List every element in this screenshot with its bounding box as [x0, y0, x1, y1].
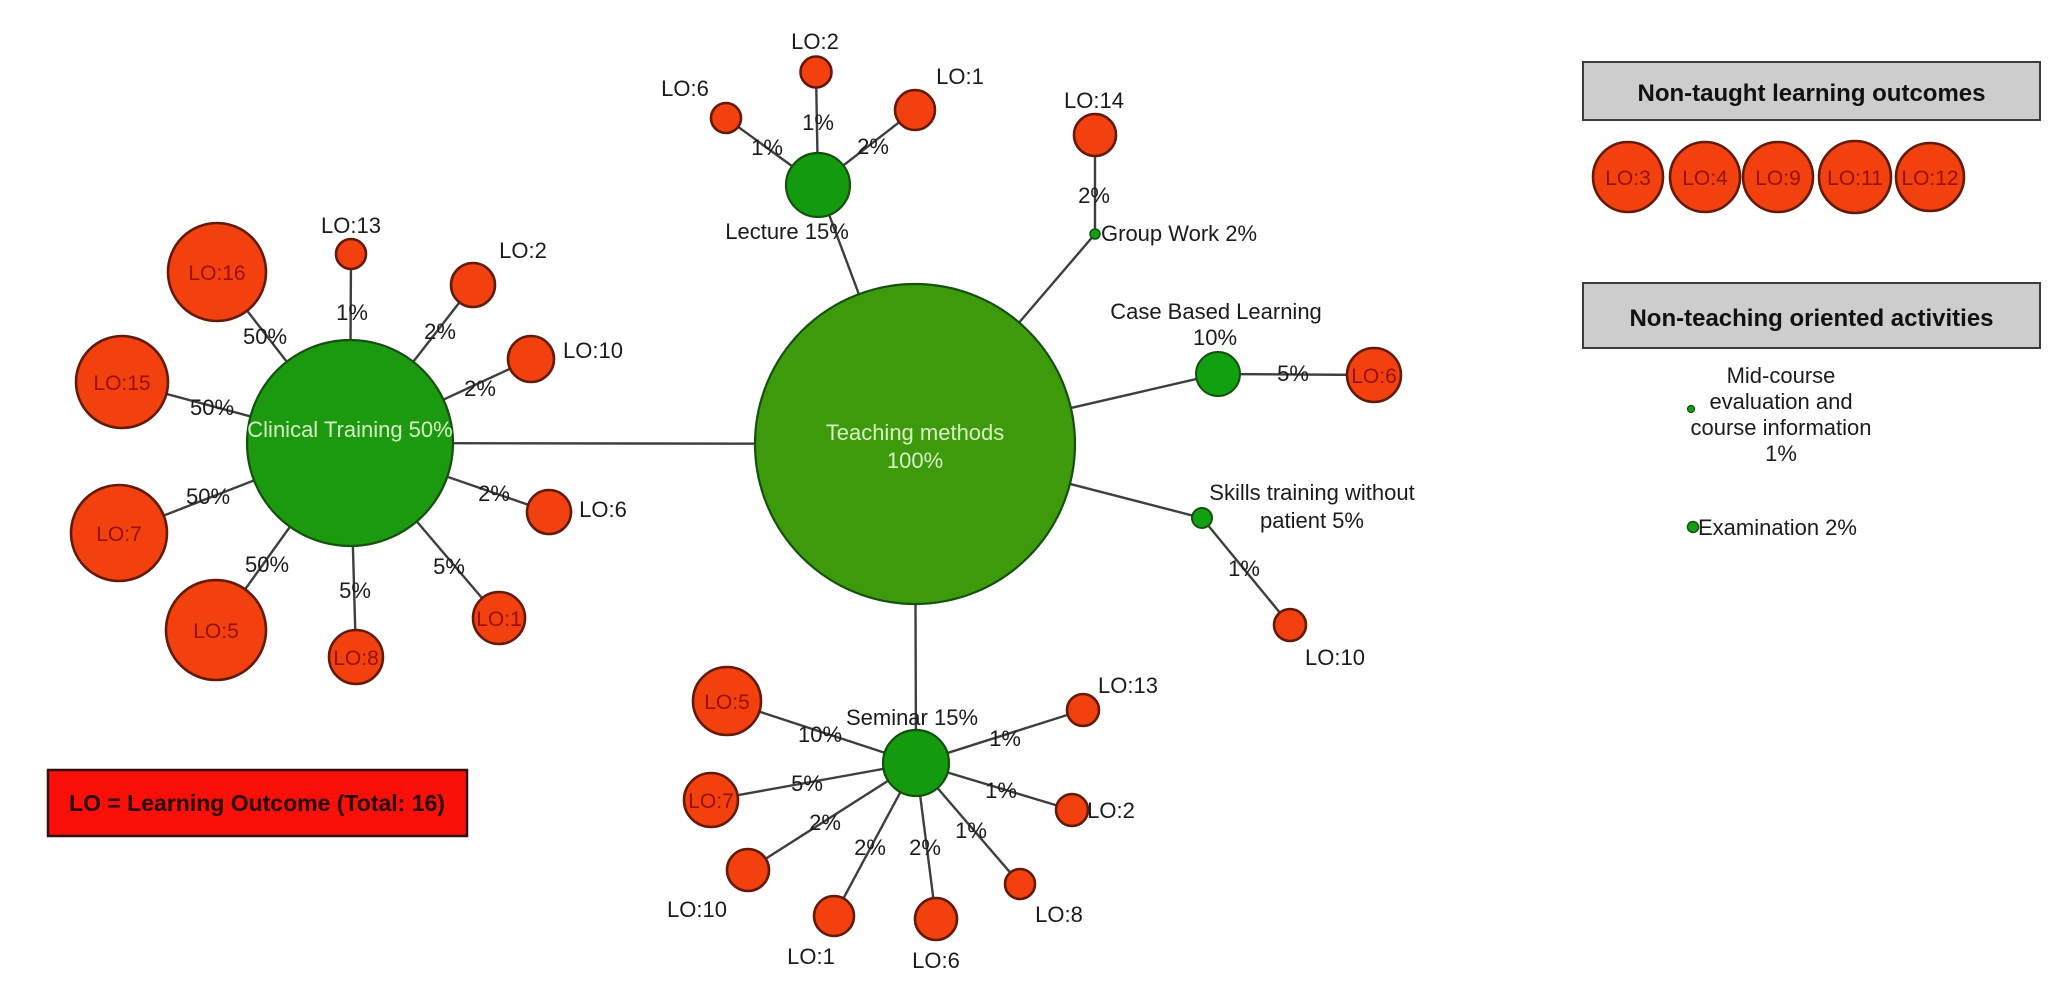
svg-text:LO:6: LO:6 [1351, 365, 1397, 388]
svg-text:LO:6: LO:6 [912, 948, 960, 973]
svg-text:LO:3: LO:3 [1605, 167, 1651, 190]
svg-text:1%: 1% [955, 818, 987, 843]
svg-text:100%: 100% [887, 448, 943, 473]
svg-text:1%: 1% [985, 778, 1017, 803]
svg-text:Seminar 15%: Seminar 15% [846, 705, 978, 730]
svg-text:LO:6: LO:6 [661, 76, 709, 101]
svg-text:LO:5: LO:5 [704, 691, 750, 714]
svg-text:LO:8: LO:8 [333, 647, 379, 670]
svg-text:LO:1: LO:1 [787, 944, 835, 969]
svg-text:course information: course information [1691, 415, 1872, 440]
svg-text:LO:2: LO:2 [1087, 798, 1135, 823]
svg-text:Non-teaching oriented activiti: Non-teaching oriented activities [1629, 305, 1993, 332]
svg-text:50%: 50% [245, 552, 289, 577]
svg-text:2%: 2% [424, 319, 456, 344]
svg-text:evaluation and: evaluation and [1709, 389, 1852, 414]
svg-text:Lecture 15%: Lecture 15% [725, 219, 849, 244]
svg-text:2%: 2% [909, 835, 941, 860]
svg-text:LO:14: LO:14 [1064, 88, 1124, 113]
svg-text:LO:12: LO:12 [1901, 167, 1958, 190]
svg-text:1%: 1% [1765, 441, 1797, 466]
svg-text:patient 5%: patient 5% [1260, 508, 1364, 533]
svg-text:LO:5: LO:5 [193, 620, 239, 643]
svg-text:50%: 50% [186, 484, 230, 509]
svg-text:2%: 2% [857, 134, 889, 159]
svg-text:Teaching methods: Teaching methods [826, 420, 1005, 445]
svg-text:2%: 2% [809, 810, 841, 835]
svg-text:Mid-course: Mid-course [1727, 363, 1836, 388]
svg-text:LO:13: LO:13 [1098, 673, 1158, 698]
svg-text:LO:10: LO:10 [667, 897, 727, 922]
svg-text:1%: 1% [751, 135, 783, 160]
svg-text:LO:13: LO:13 [321, 213, 381, 238]
svg-text:2%: 2% [478, 481, 510, 506]
svg-text:LO = Learning Outcome (Total:: LO = Learning Outcome (Total: 16) [69, 790, 445, 816]
svg-text:10%: 10% [798, 722, 842, 747]
svg-text:Group Work 2%: Group Work 2% [1101, 221, 1257, 246]
svg-text:2%: 2% [464, 376, 496, 401]
svg-text:50%: 50% [190, 395, 234, 420]
svg-text:1%: 1% [1228, 556, 1260, 581]
svg-text:LO:16: LO:16 [188, 262, 245, 285]
svg-text:LO:7: LO:7 [96, 523, 142, 546]
svg-text:Examination 2%: Examination 2% [1698, 515, 1857, 540]
svg-text:Skills training without: Skills training without [1209, 480, 1414, 505]
svg-text:LO:9: LO:9 [1755, 167, 1801, 190]
svg-text:LO:1: LO:1 [476, 608, 522, 631]
svg-text:5%: 5% [339, 578, 371, 603]
svg-text:LO:2: LO:2 [499, 238, 547, 263]
svg-text:LO:4: LO:4 [1682, 167, 1728, 190]
svg-text:LO:11: LO:11 [1827, 167, 1883, 190]
svg-text:5%: 5% [1277, 361, 1309, 386]
svg-text:LO:7: LO:7 [688, 790, 734, 813]
svg-text:5%: 5% [791, 771, 823, 796]
svg-text:LO:6: LO:6 [579, 497, 627, 522]
svg-text:1%: 1% [802, 110, 834, 135]
svg-text:1%: 1% [989, 726, 1021, 751]
svg-text:Case Based Learning: Case Based Learning [1110, 299, 1322, 324]
svg-text:Clinical Training 50%: Clinical Training 50% [247, 417, 452, 442]
svg-text:LO:8: LO:8 [1035, 902, 1083, 927]
svg-text:5%: 5% [433, 554, 465, 579]
svg-text:LO:10: LO:10 [563, 338, 623, 363]
svg-text:LO:1: LO:1 [936, 64, 984, 89]
svg-text:50%: 50% [243, 324, 287, 349]
svg-text:1%: 1% [336, 300, 368, 325]
svg-text:2%: 2% [854, 835, 886, 860]
svg-text:LO:10: LO:10 [1305, 645, 1365, 670]
svg-text:LO:2: LO:2 [791, 29, 839, 54]
svg-text:LO:15: LO:15 [93, 372, 150, 395]
svg-text:10%: 10% [1193, 325, 1237, 350]
svg-text:Non-taught learning outcomes: Non-taught learning outcomes [1638, 80, 1986, 107]
svg-text:2%: 2% [1078, 183, 1110, 208]
